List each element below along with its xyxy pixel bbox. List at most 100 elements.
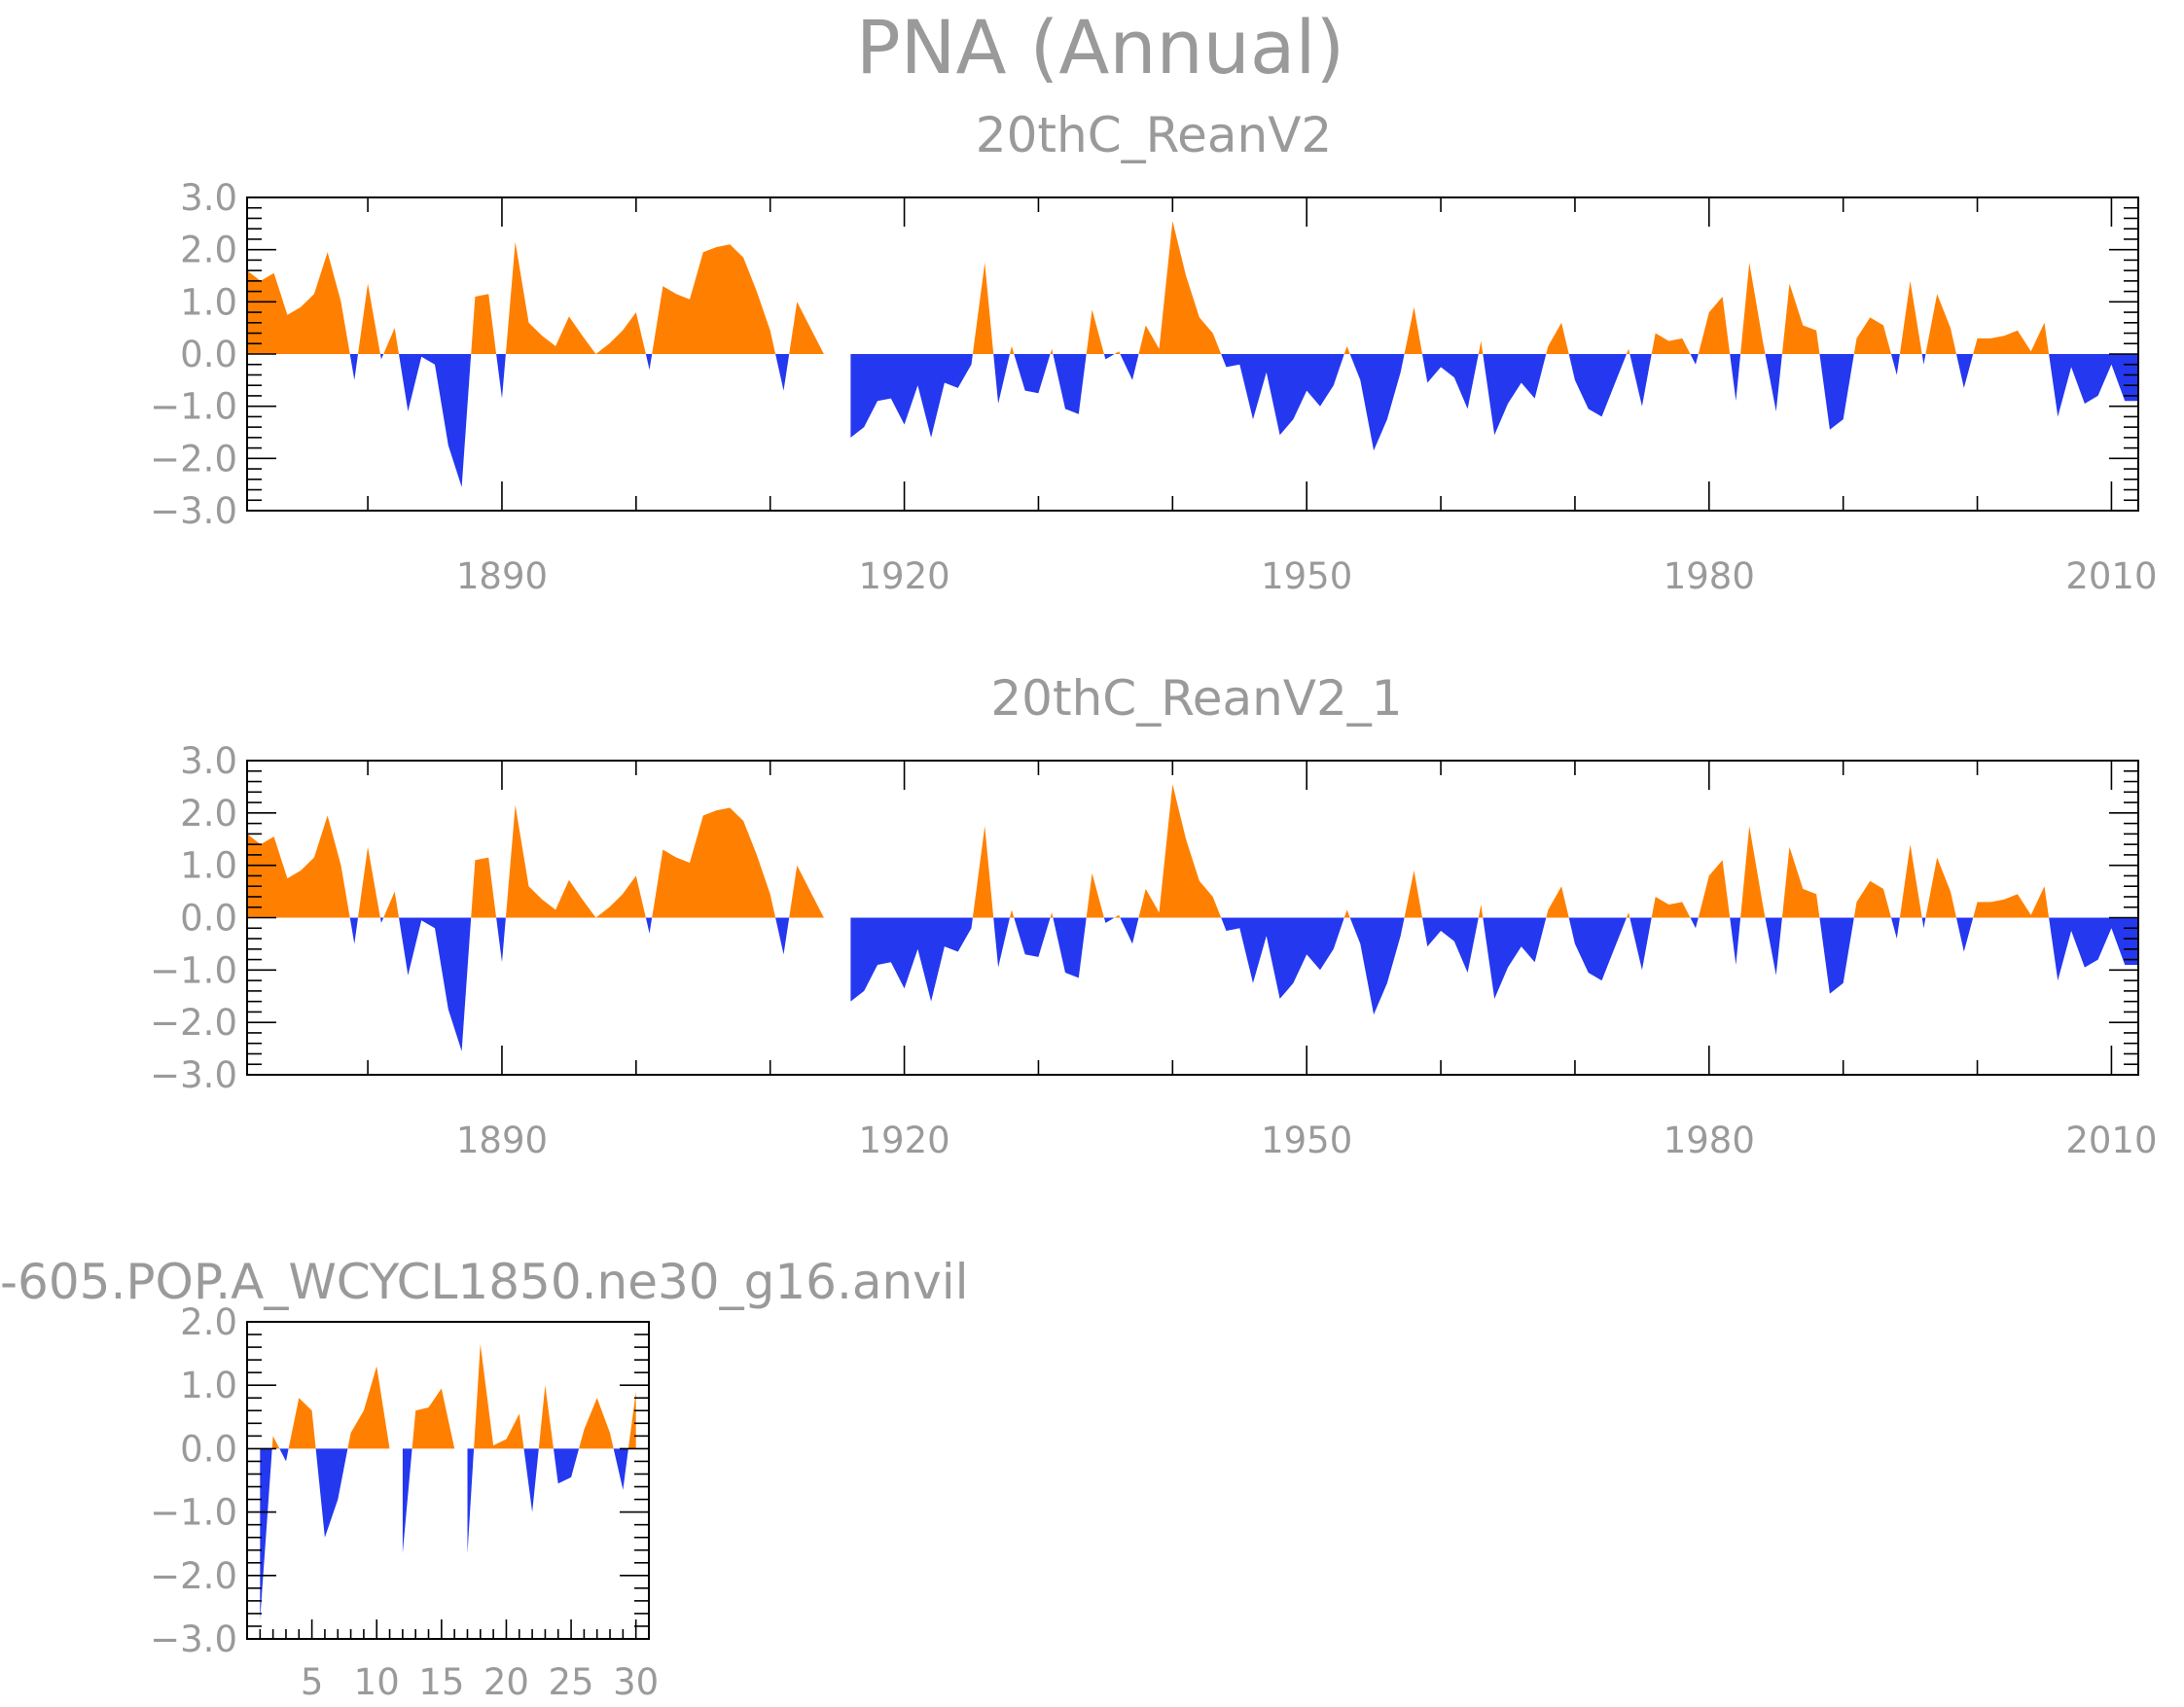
- positive-area-2-0: [247, 815, 350, 918]
- negative-area-2-5: [399, 917, 472, 1051]
- positive-area-2-4: [383, 891, 399, 918]
- positive-area-2-48: [1925, 857, 1956, 918]
- xtick-label: 10: [354, 1661, 400, 1703]
- negative-area-1-1: [349, 354, 358, 380]
- positive-area-1-34: [1627, 348, 1630, 354]
- panel-2: 20thC_ReanV2_1 −3.0 −2.0 −1.0 0.0 1.0 2.0 3.0 1…: [150, 670, 2157, 1161]
- positive-area-1-28: [1404, 306, 1422, 354]
- xtick-label: 1920: [858, 1120, 949, 1161]
- negative-area-1-27: [1349, 354, 1405, 451]
- positive-area-2-14: [972, 826, 994, 918]
- positive-area-2-6: [471, 857, 497, 918]
- ytick-label: 0.0: [180, 898, 237, 940]
- ytick-label: −3.0: [150, 1054, 237, 1096]
- negative-area-1-39: [1730, 354, 1741, 402]
- negative-area-3-8: [467, 1448, 475, 1553]
- positive-area-3-5: [347, 1366, 390, 1449]
- positive-area-2-26: [1343, 909, 1350, 918]
- positive-area-1-24: [1138, 221, 1222, 354]
- positive-area-2-10: [652, 807, 776, 918]
- ytick-label: −3.0: [150, 1618, 237, 1660]
- positive-area-1-0: [247, 252, 350, 354]
- positive-area-1-46: [1899, 280, 1922, 354]
- negative-area-2-21: [1103, 917, 1115, 923]
- negative-area-1-33: [1568, 354, 1627, 417]
- negative-area-1-41: [1765, 354, 1782, 411]
- positive-area-2-2: [358, 846, 380, 918]
- positive-area-2-8: [505, 804, 646, 918]
- negative-area-1-7: [496, 354, 506, 399]
- negative-area-2-43: [1819, 917, 1854, 994]
- negative-area-1-11: [775, 354, 790, 391]
- negative-area-3-0: [260, 1448, 272, 1620]
- negative-area-2-3: [379, 917, 384, 923]
- panel-3: -605.POP.A_WCYCL1850.ne30_g16.anvil −3.0…: [0, 1254, 969, 1703]
- ytick-label: 0.0: [180, 1428, 237, 1470]
- positive-area-2-46: [1899, 844, 1922, 918]
- panel-3-title: -605.POP.A_WCYCL1850.ne30_g16.anvil: [0, 1254, 969, 1310]
- negative-area-2-33: [1568, 917, 1627, 981]
- negative-area-2-1: [349, 917, 358, 944]
- negative-area-1-21: [1103, 354, 1115, 360]
- positive-area-3-1: [271, 1436, 280, 1449]
- positive-area-2-50: [1973, 886, 2050, 918]
- xtick-label: 1950: [1261, 1120, 1352, 1161]
- negative-area-2-7: [496, 917, 506, 963]
- positive-area-3-13: [579, 1398, 614, 1449]
- panel-2-plot: −3.0 −2.0 −1.0 0.0 1.0 2.0 3.0 1890 1920 1950 1980…: [150, 740, 2157, 1161]
- negative-area-1-37: [1690, 354, 1699, 365]
- xtick-label: 1980: [1664, 555, 1755, 597]
- negative-area-1-29: [1422, 354, 1479, 409]
- negative-area-2-23: [1120, 917, 1139, 944]
- ytick-label: −3.0: [150, 490, 237, 532]
- panel-2-title: 20thC_ReanV2_1: [990, 670, 1402, 727]
- ytick-label: 1.0: [180, 845, 237, 887]
- positive-area-2-44: [1853, 880, 1891, 918]
- positive-area-3-7: [412, 1388, 455, 1449]
- ytick-label: −1.0: [150, 949, 237, 991]
- positive-area-1-12: [789, 302, 838, 354]
- positive-area-3-9: [474, 1343, 524, 1449]
- negative-area-1-35: [1629, 354, 1652, 407]
- ytick-label: 3.0: [180, 177, 237, 219]
- xtick-label: 25: [549, 1661, 594, 1703]
- positive-area-3-15: [627, 1391, 636, 1449]
- positive-area-1-50: [1973, 322, 2050, 354]
- negative-area-1-17: [1014, 354, 1051, 394]
- negative-area-2-15: [993, 917, 1010, 968]
- xtick-label: 1950: [1261, 555, 1352, 597]
- positive-area-1-36: [1651, 333, 1691, 354]
- negative-area-2-27: [1349, 917, 1405, 1015]
- plot-frame-3: [246, 1321, 650, 1640]
- positive-area-2-34: [1627, 912, 1630, 918]
- xtick-label: 30: [613, 1661, 659, 1703]
- negative-area-3-12: [554, 1448, 580, 1484]
- ytick-label: −2.0: [150, 1555, 237, 1597]
- positive-area-1-30: [1478, 340, 1484, 354]
- positive-area-1-16: [1010, 345, 1015, 354]
- positive-area-2-18: [1050, 912, 1054, 918]
- positive-area-1-22: [1114, 351, 1121, 354]
- negative-area-2-9: [645, 917, 653, 934]
- panel-1-title: 20thC_ReanV2: [976, 107, 1332, 163]
- positive-area-1-18: [1050, 348, 1054, 354]
- positive-area-2-30: [1478, 905, 1484, 918]
- positive-area-2-12: [789, 865, 838, 918]
- panel-3-plot: −3.0 −2.0 −1.0 0.0 1.0 2.0 5 10 15 20 25 30: [150, 1301, 659, 1703]
- positive-area-1-6: [471, 294, 497, 354]
- positive-area-1-8: [505, 241, 646, 354]
- xtick-label: 15: [418, 1661, 464, 1703]
- positive-area-1-4: [383, 328, 399, 354]
- xtick-label: 1890: [456, 1120, 548, 1161]
- negative-area-1-25: [1221, 354, 1344, 436]
- positive-area-2-38: [1698, 860, 1731, 918]
- negative-area-2-45: [1891, 917, 1900, 939]
- negative-area-1-43: [1819, 354, 1854, 430]
- positive-area-1-40: [1740, 263, 1766, 354]
- negative-area-2-13: [850, 917, 973, 1002]
- negative-area-2-11: [775, 917, 790, 955]
- xtick-label: 1920: [858, 555, 949, 597]
- positive-area-1-44: [1853, 317, 1891, 354]
- positive-area-2-28: [1404, 871, 1422, 918]
- xtick-label: 5: [301, 1661, 324, 1703]
